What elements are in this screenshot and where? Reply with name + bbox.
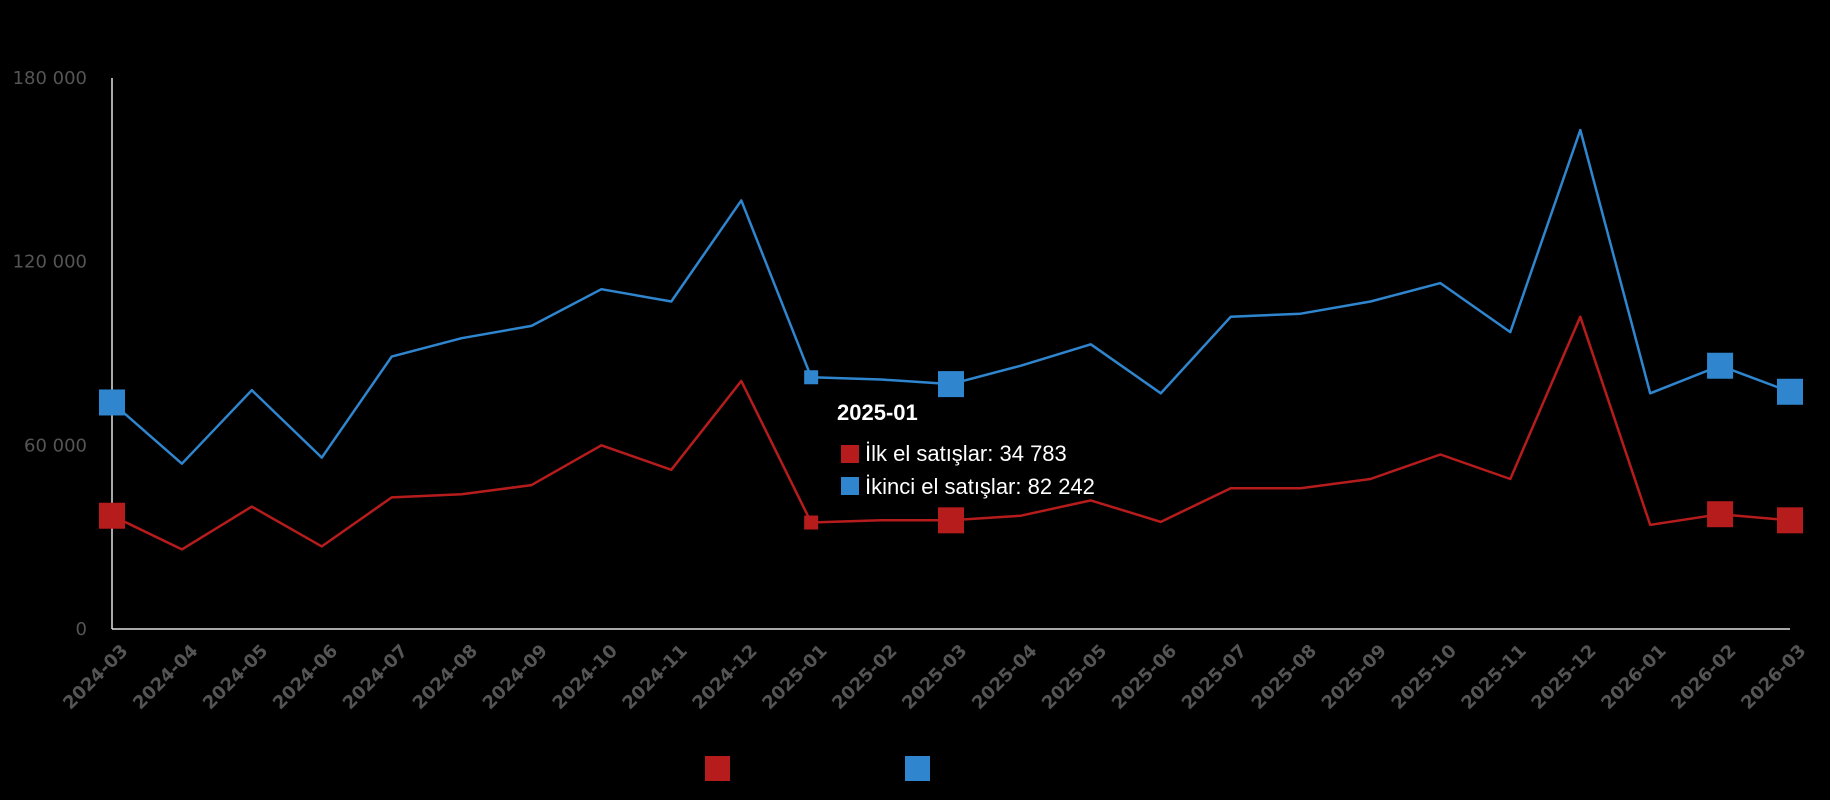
tooltip-row-ikinci-el: İkinci el satışlar: 82 242 bbox=[865, 474, 1095, 499]
large-marker-series-0[interactable] bbox=[938, 507, 964, 534]
tooltip: 2025-01 İlk el satışlar: 34 783 İkinci e… bbox=[837, 400, 1095, 499]
large-marker-series-0[interactable] bbox=[99, 502, 125, 529]
tooltip-title: 2025-01 bbox=[837, 400, 918, 425]
legend-swatch-ikinci-el bbox=[905, 756, 930, 781]
legend-label-ikinci-el: İkinci el satışlar bbox=[940, 758, 1077, 781]
tooltip-swatch-ikinci-el bbox=[841, 477, 859, 495]
large-marker-series-0[interactable] bbox=[1707, 501, 1734, 528]
legend-swatch-ilk-el bbox=[705, 756, 730, 781]
y-tick-label: 60 000 bbox=[24, 435, 87, 456]
legend-item-ikinci-el[interactable]: İkinci el satışlar bbox=[905, 756, 1077, 781]
y-tick-label: 180 000 bbox=[13, 68, 87, 89]
large-marker-series-1[interactable] bbox=[1707, 352, 1734, 379]
y-tick-label: 0 bbox=[76, 619, 87, 640]
y-tick-label: 120 000 bbox=[13, 252, 87, 273]
highlight-markers bbox=[99, 352, 1803, 534]
large-marker-series-1[interactable] bbox=[1777, 378, 1803, 405]
large-marker-series-1[interactable] bbox=[99, 389, 125, 416]
tooltip-row-ilk-el: İlk el satışlar: 34 783 bbox=[865, 441, 1067, 466]
legend-label-ilk-el: İlk el satışlar bbox=[740, 758, 851, 781]
small-marker-series-0[interactable] bbox=[804, 515, 819, 530]
large-marker-series-1[interactable] bbox=[938, 371, 964, 398]
legend-item-ilk-el[interactable]: İlk el satışlar bbox=[705, 756, 851, 781]
tooltip-swatch-ilk-el bbox=[841, 445, 859, 463]
legend: İlk el satışlar İkinci el satışlar bbox=[705, 756, 1077, 781]
small-marker-series-1[interactable] bbox=[804, 370, 819, 385]
large-marker-series-0[interactable] bbox=[1777, 507, 1803, 534]
y-axis-ticks: 0 60 000 120 000 180 000 bbox=[13, 68, 87, 640]
